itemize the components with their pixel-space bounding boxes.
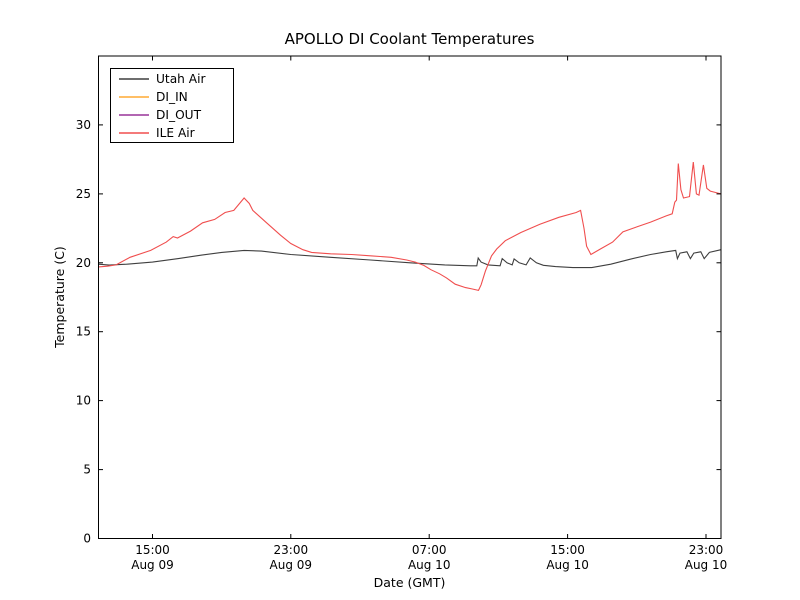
x-tick-label-time: 15:00	[135, 543, 170, 557]
x-axis-label: Date (GMT)	[374, 575, 446, 590]
series-line-utah-air	[98, 249, 722, 269]
x-tick-label-time: 15:00	[550, 543, 585, 557]
y-tick-label: 10	[76, 394, 91, 408]
legend-label-ile-air: ILE Air	[156, 126, 196, 140]
y-tick-label: 5	[83, 463, 91, 477]
x-tick-label-date: Aug 10	[546, 558, 589, 572]
y-tick-label: 30	[76, 118, 91, 132]
y-tick-label: 20	[76, 256, 91, 270]
legend-label-utah-air: Utah Air	[156, 72, 206, 86]
x-tick-label-date: Aug 09	[131, 558, 174, 572]
legend-label-di-out: DI_OUT	[156, 108, 202, 122]
y-tick-label: 0	[83, 532, 91, 546]
legend: Utah Air DI_IN DI_OUT ILE Air	[110, 68, 234, 143]
legend-label-di-in: DI_IN	[156, 90, 188, 104]
x-tick-label-time: 07:00	[412, 543, 447, 557]
y-tick-label: 15	[76, 325, 91, 339]
y-axis-label: Temperature (C)	[52, 246, 67, 349]
y-tick-label: 25	[76, 187, 91, 201]
chart-title: APOLLO DI Coolant Temperatures	[285, 30, 535, 48]
legend-box	[110, 68, 234, 143]
x-tick-label-time: 23:00	[274, 543, 309, 557]
axis-ticks	[98, 56, 721, 539]
axes-frame	[98, 55, 722, 539]
x-tick-label-date: Aug 09	[270, 558, 313, 572]
x-tick-label-time: 23:00	[689, 543, 724, 557]
x-tick-label-date: Aug 10	[685, 558, 728, 572]
series-line-ile-air	[98, 162, 722, 292]
x-tick-label-date: Aug 10	[408, 558, 451, 572]
